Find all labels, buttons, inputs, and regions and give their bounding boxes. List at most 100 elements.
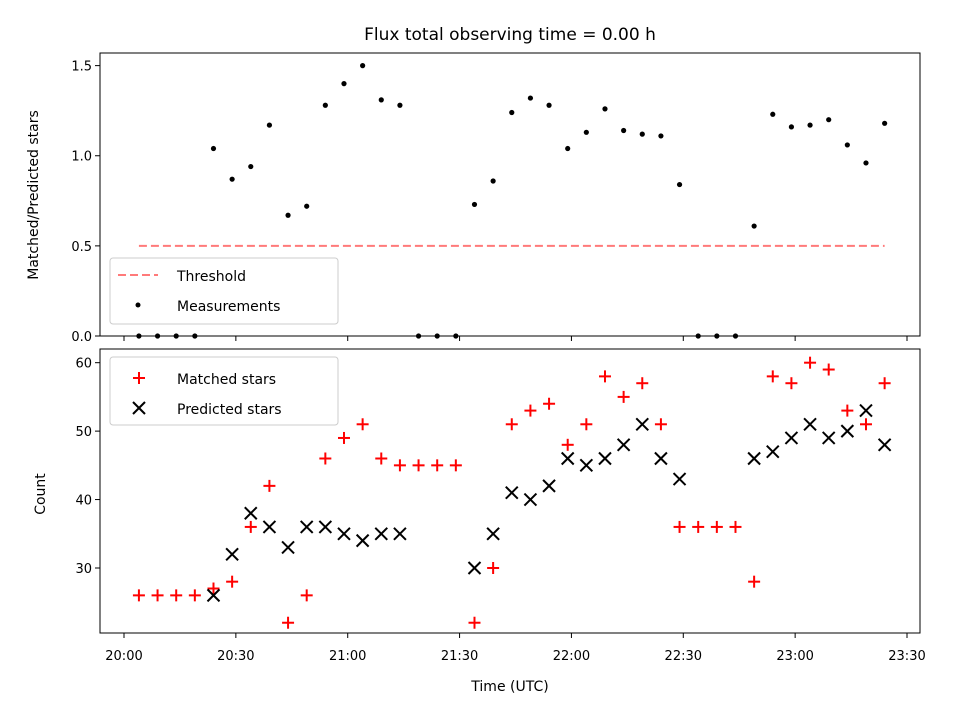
- matched-star-point: [207, 582, 220, 595]
- matched-star-point: [244, 520, 257, 533]
- measurement-point: [397, 102, 403, 108]
- matched-star-point: [673, 520, 686, 533]
- predicted-star-point: [281, 540, 295, 555]
- predicted-star-point: [318, 520, 333, 534]
- matched-star-point: [412, 459, 425, 472]
- predicted-star-point: [766, 444, 780, 459]
- measurement-point: [807, 122, 813, 128]
- count-marks: [132, 356, 892, 629]
- predicted-star-point: [206, 588, 221, 603]
- measurements-legend-swatch: [135, 302, 141, 308]
- predicted-star-point: [486, 527, 500, 541]
- matched-star-point: [841, 404, 854, 417]
- measurement-point: [378, 97, 384, 103]
- x-tick-label: 23:00: [776, 649, 813, 664]
- matched-star-point: [487, 561, 500, 574]
- predicted-star-point: [654, 451, 668, 466]
- matched-star-point: [692, 520, 705, 533]
- ratio-plot-frame: [99, 52, 921, 337]
- matched-star-point: [766, 370, 779, 383]
- matched-star-point: [804, 356, 817, 369]
- matched-star-point: [598, 370, 611, 383]
- measurement-point: [882, 120, 888, 126]
- measurement-point: [527, 95, 534, 101]
- predicted-star-point: [859, 403, 873, 418]
- ratio-y-tick-label: 1.5: [71, 60, 92, 75]
- predicted-star-point: [803, 417, 817, 431]
- measurement-point: [844, 142, 850, 148]
- matched-star-point: [132, 589, 145, 602]
- x-tick-label: 23:30: [888, 649, 925, 664]
- chart-title: Flux total observing time = 0.00 h: [364, 25, 656, 45]
- matched-star-point: [170, 589, 183, 602]
- matched-star-point: [878, 377, 891, 390]
- predicted-star-point: [467, 561, 482, 575]
- x-tick-label: 20:00: [105, 649, 142, 664]
- measurement-point: [266, 122, 273, 128]
- count-y-tick-label: 40: [75, 494, 92, 509]
- predicted-star-point: [840, 424, 855, 438]
- x-tick-label: 21:00: [329, 649, 366, 664]
- predicted-star-point: [523, 492, 538, 507]
- count-y-tick-label: 60: [75, 357, 92, 372]
- ratio-y-tick-label: 0.0: [71, 330, 92, 345]
- measurement-point: [229, 176, 235, 182]
- matched-star-point: [282, 616, 295, 629]
- matched-star-point: [561, 438, 574, 451]
- x-tick-label: 21:30: [441, 649, 478, 664]
- matched-star-point: [375, 452, 388, 465]
- x-tick-label: 22:30: [665, 649, 702, 664]
- predicted-star-point: [374, 527, 388, 541]
- measurement-point: [565, 145, 571, 152]
- matched-stars-legend-label: Matched stars: [177, 372, 276, 388]
- matched-star-point: [580, 418, 593, 431]
- predicted-star-point: [337, 527, 351, 541]
- measurement-point: [490, 178, 496, 184]
- matched-star-point: [543, 397, 556, 410]
- x-tick-label: 20:30: [217, 649, 254, 664]
- predicted-star-point: [747, 451, 761, 466]
- matched-star-point: [729, 520, 742, 533]
- count-plot-frame: [99, 348, 921, 634]
- count-y-axis-label: Count: [33, 473, 49, 515]
- predicted-star-point: [598, 451, 612, 466]
- ratio-marks: [136, 63, 888, 339]
- matched-star-point: [468, 616, 481, 629]
- measurement-point: [322, 102, 328, 108]
- predicted-star-point: [616, 438, 631, 452]
- measurement-point: [360, 63, 366, 69]
- count-legend-frame: [109, 356, 339, 426]
- ratio-panel: 0.0 0.5 1.0 1.5 Matched/Predicted stars Thr…: [26, 52, 921, 345]
- predicted-stars-legend-label: Predicted stars: [177, 402, 282, 418]
- matched-star-point: [524, 404, 537, 417]
- measurement-point: [676, 181, 683, 188]
- predicted-star-point: [635, 417, 649, 431]
- measurement-point: [285, 212, 291, 218]
- predicted-star-point: [355, 533, 370, 548]
- predicted-star-point: [262, 520, 277, 534]
- measurement-point: [621, 127, 627, 134]
- measurement-point: [509, 109, 515, 116]
- measurement-point: [658, 133, 664, 139]
- ratio-legend-frame: [109, 257, 339, 325]
- matched-star-point: [226, 575, 239, 588]
- predicted-star-point: [299, 520, 314, 534]
- predicted-star-point: [560, 451, 575, 466]
- predicted-star-point: [244, 506, 258, 520]
- measurement-point: [304, 203, 310, 209]
- matched-star-point: [393, 459, 406, 472]
- matched-star-point: [636, 377, 649, 390]
- predicted-star-point: [877, 438, 892, 452]
- threshold-legend-label: Threshold: [176, 269, 246, 285]
- count-legend: Matched stars Predicted stars: [109, 356, 339, 426]
- matched-star-point: [859, 418, 872, 431]
- predicted-star-point: [505, 486, 519, 500]
- ratio-y-tick-label: 1.0: [71, 150, 92, 165]
- predicted-star-point: [579, 458, 594, 473]
- matched-star-point: [300, 589, 313, 602]
- count-y-tick-label: 50: [75, 425, 92, 440]
- matched-star-point: [505, 418, 518, 431]
- measurement-point: [788, 124, 795, 130]
- x-axis-label: Time (UTC): [470, 679, 548, 695]
- measurement-point: [583, 129, 589, 135]
